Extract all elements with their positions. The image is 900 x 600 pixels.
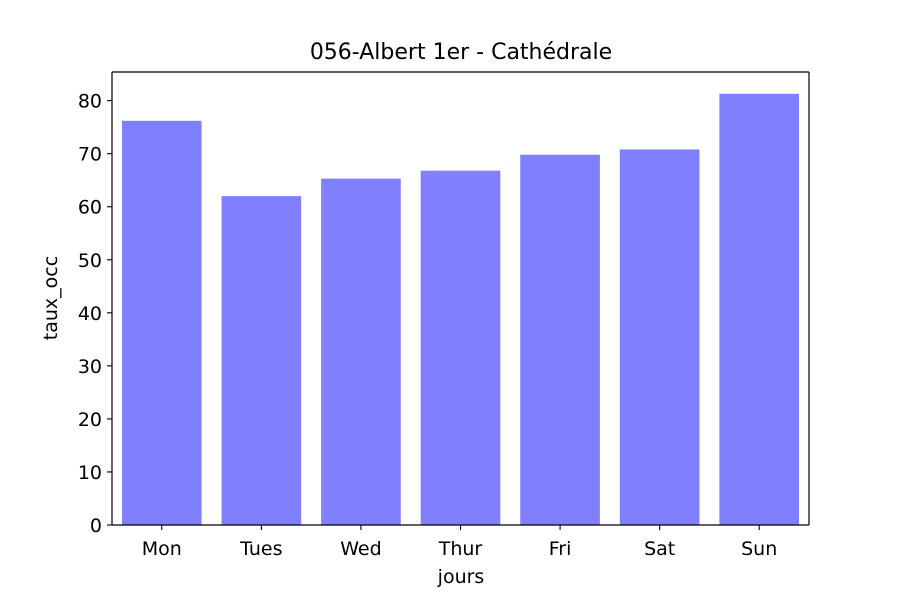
y-tick-label: 50 <box>78 250 102 272</box>
y-tick-label: 30 <box>78 356 102 378</box>
bar-fri <box>520 154 600 525</box>
x-tick-label: Tues <box>239 538 282 560</box>
y-axis-title: taux_occ <box>40 256 62 340</box>
bar-thur <box>420 170 501 525</box>
bar-sun <box>719 93 800 526</box>
y-tick-label: 40 <box>78 303 102 325</box>
x-tick-label: Mon <box>142 538 182 560</box>
chart-title: 056-Albert 1er - Cathédrale <box>310 40 612 65</box>
x-tick-label: Wed <box>340 538 381 560</box>
x-tick-label: Thur <box>438 538 483 560</box>
y-tick-label: 60 <box>78 197 102 219</box>
bar-tues <box>221 196 302 525</box>
x-tick-label: Sun <box>741 538 777 560</box>
x-tick-label: Fri <box>549 538 572 560</box>
x-axis-title: jours <box>437 566 485 588</box>
y-tick-label: 70 <box>78 144 102 166</box>
bar-mon <box>121 120 202 525</box>
y-tick-label: 80 <box>78 91 102 113</box>
y-tick-label: 20 <box>78 409 102 431</box>
y-tick-label: 10 <box>78 462 102 484</box>
plot-area: 0 10 20 30 40 50 60 70 80 Mon Tues Wed Thur Fri Sat Sun <box>78 71 810 560</box>
bar-wed <box>321 178 401 525</box>
bar-sat <box>619 149 700 526</box>
y-tick-label: 0 <box>90 515 102 537</box>
x-tick-label: Sat <box>644 538 675 560</box>
